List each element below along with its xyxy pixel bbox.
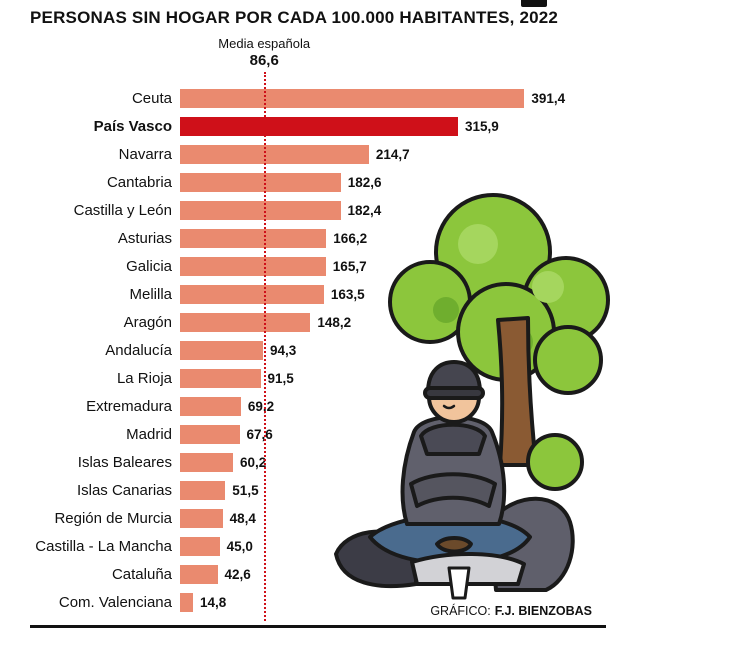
chart-row: Cataluña 42,6 xyxy=(30,560,620,588)
chart-row: Islas Canarias 51,5 xyxy=(30,476,620,504)
category-label: Galicia xyxy=(126,257,172,275)
bar xyxy=(180,116,458,136)
category-label: Ceuta xyxy=(131,89,172,107)
category-label: Castilla - La Mancha xyxy=(35,537,172,555)
category-label: Extremadura xyxy=(86,397,172,415)
bar xyxy=(180,88,525,108)
value-label: 163,5 xyxy=(330,286,365,302)
credit-prefix: GRÁFICO: xyxy=(430,604,491,618)
category-label: Asturias xyxy=(117,229,172,247)
value-label: 182,4 xyxy=(347,202,382,218)
average-value: 86,6 xyxy=(249,52,279,69)
chart-row: Madrid 67,6 xyxy=(30,420,620,448)
bar xyxy=(180,424,240,444)
bar xyxy=(180,256,326,276)
category-label: Aragón xyxy=(123,313,172,331)
bar xyxy=(180,508,223,528)
chart-row: La Rioja 91,5 xyxy=(30,364,620,392)
value-label: 315,9 xyxy=(465,118,499,134)
value-label: 51,5 xyxy=(232,482,259,498)
chart-row: Ceuta 391,4 xyxy=(30,84,620,112)
bar xyxy=(180,200,341,220)
chart-row: Andalucía 94,3 xyxy=(30,336,620,364)
average-reference-line xyxy=(264,72,267,621)
bar-chart: Media española 86,6 Ceuta 391,4 País Vasco… xyxy=(30,36,620,621)
value-label: 214,7 xyxy=(375,146,410,162)
chart-row: Castilla y León 182,4 xyxy=(30,196,620,224)
value-label: 91,5 xyxy=(267,370,294,386)
bar xyxy=(180,144,369,164)
value-label: 48,4 xyxy=(229,510,256,526)
cropped-logo-fragment xyxy=(521,0,547,7)
bar xyxy=(180,452,233,472)
chart-row: Región de Murcia 48,4 xyxy=(30,504,620,532)
bar xyxy=(180,228,327,248)
bar xyxy=(180,480,226,500)
category-label: Cantabria xyxy=(106,173,172,191)
value-label: 60,2 xyxy=(240,454,267,470)
chart-row: Galicia 165,7 xyxy=(30,252,620,280)
value-label: 148,2 xyxy=(317,314,352,330)
chart-row: Com. Valenciana 14,8 xyxy=(30,588,620,616)
chart-row: Asturias 166,2 xyxy=(30,224,620,252)
category-label: Melilla xyxy=(129,285,172,303)
chart-row: País Vasco 315,9 xyxy=(30,112,620,140)
chart-row: Castilla - La Mancha 45,0 xyxy=(30,532,620,560)
average-label: Media española xyxy=(218,36,311,51)
value-label: 166,2 xyxy=(333,230,368,246)
bar xyxy=(180,564,218,584)
category-label: La Rioja xyxy=(116,369,172,387)
credit-author: F.J. BIENZOBAS xyxy=(494,604,592,618)
category-label: Islas Canarias xyxy=(76,481,172,499)
bar xyxy=(180,396,241,416)
bar xyxy=(180,312,311,332)
chart-rows: Ceuta 391,4 País Vasco 315,9 Navarra 214,7 Can… xyxy=(30,84,620,616)
value-label: 94,3 xyxy=(270,342,297,358)
category-label: Islas Baleares xyxy=(77,453,172,471)
category-label: Andalucía xyxy=(105,341,172,359)
value-label: 14,8 xyxy=(200,594,227,610)
bar xyxy=(180,368,261,388)
value-label: 67,6 xyxy=(246,426,273,442)
chart-row: Extremadura 69,2 xyxy=(30,392,620,420)
category-label: País Vasco xyxy=(93,117,172,135)
value-label: 165,7 xyxy=(332,258,367,274)
bar xyxy=(180,340,263,360)
bar xyxy=(180,284,324,304)
value-label: 42,6 xyxy=(224,566,251,582)
chart-row: Cantabria 182,6 xyxy=(30,168,620,196)
credit-line: GRÁFICO: F.J. BIENZOBAS xyxy=(430,604,592,618)
category-label: Madrid xyxy=(126,425,172,443)
category-label: Cataluña xyxy=(111,565,172,583)
bar xyxy=(180,592,193,612)
bar xyxy=(180,536,220,556)
bottom-rule xyxy=(30,625,606,628)
average-annotation: Media española 86,6 xyxy=(218,36,310,69)
bar xyxy=(180,172,341,192)
value-label: 391,4 xyxy=(531,90,566,106)
page-title: PERSONAS SIN HOGAR POR CADA 100.000 HABI… xyxy=(30,8,559,27)
chart-row: Melilla 163,5 xyxy=(30,280,620,308)
value-label: 182,6 xyxy=(347,174,382,190)
chart-row: Aragón 148,2 xyxy=(30,308,620,336)
category-label: Castilla y León xyxy=(73,201,172,219)
category-label: Región de Murcia xyxy=(54,509,172,527)
chart-row: Navarra 214,7 xyxy=(30,140,620,168)
value-label: 69,2 xyxy=(247,398,275,414)
category-label: Navarra xyxy=(118,145,172,163)
category-label: Com. Valenciana xyxy=(58,593,172,611)
chart-row: Islas Baleares 60,2 xyxy=(30,448,620,476)
value-label: 45,0 xyxy=(226,538,253,554)
